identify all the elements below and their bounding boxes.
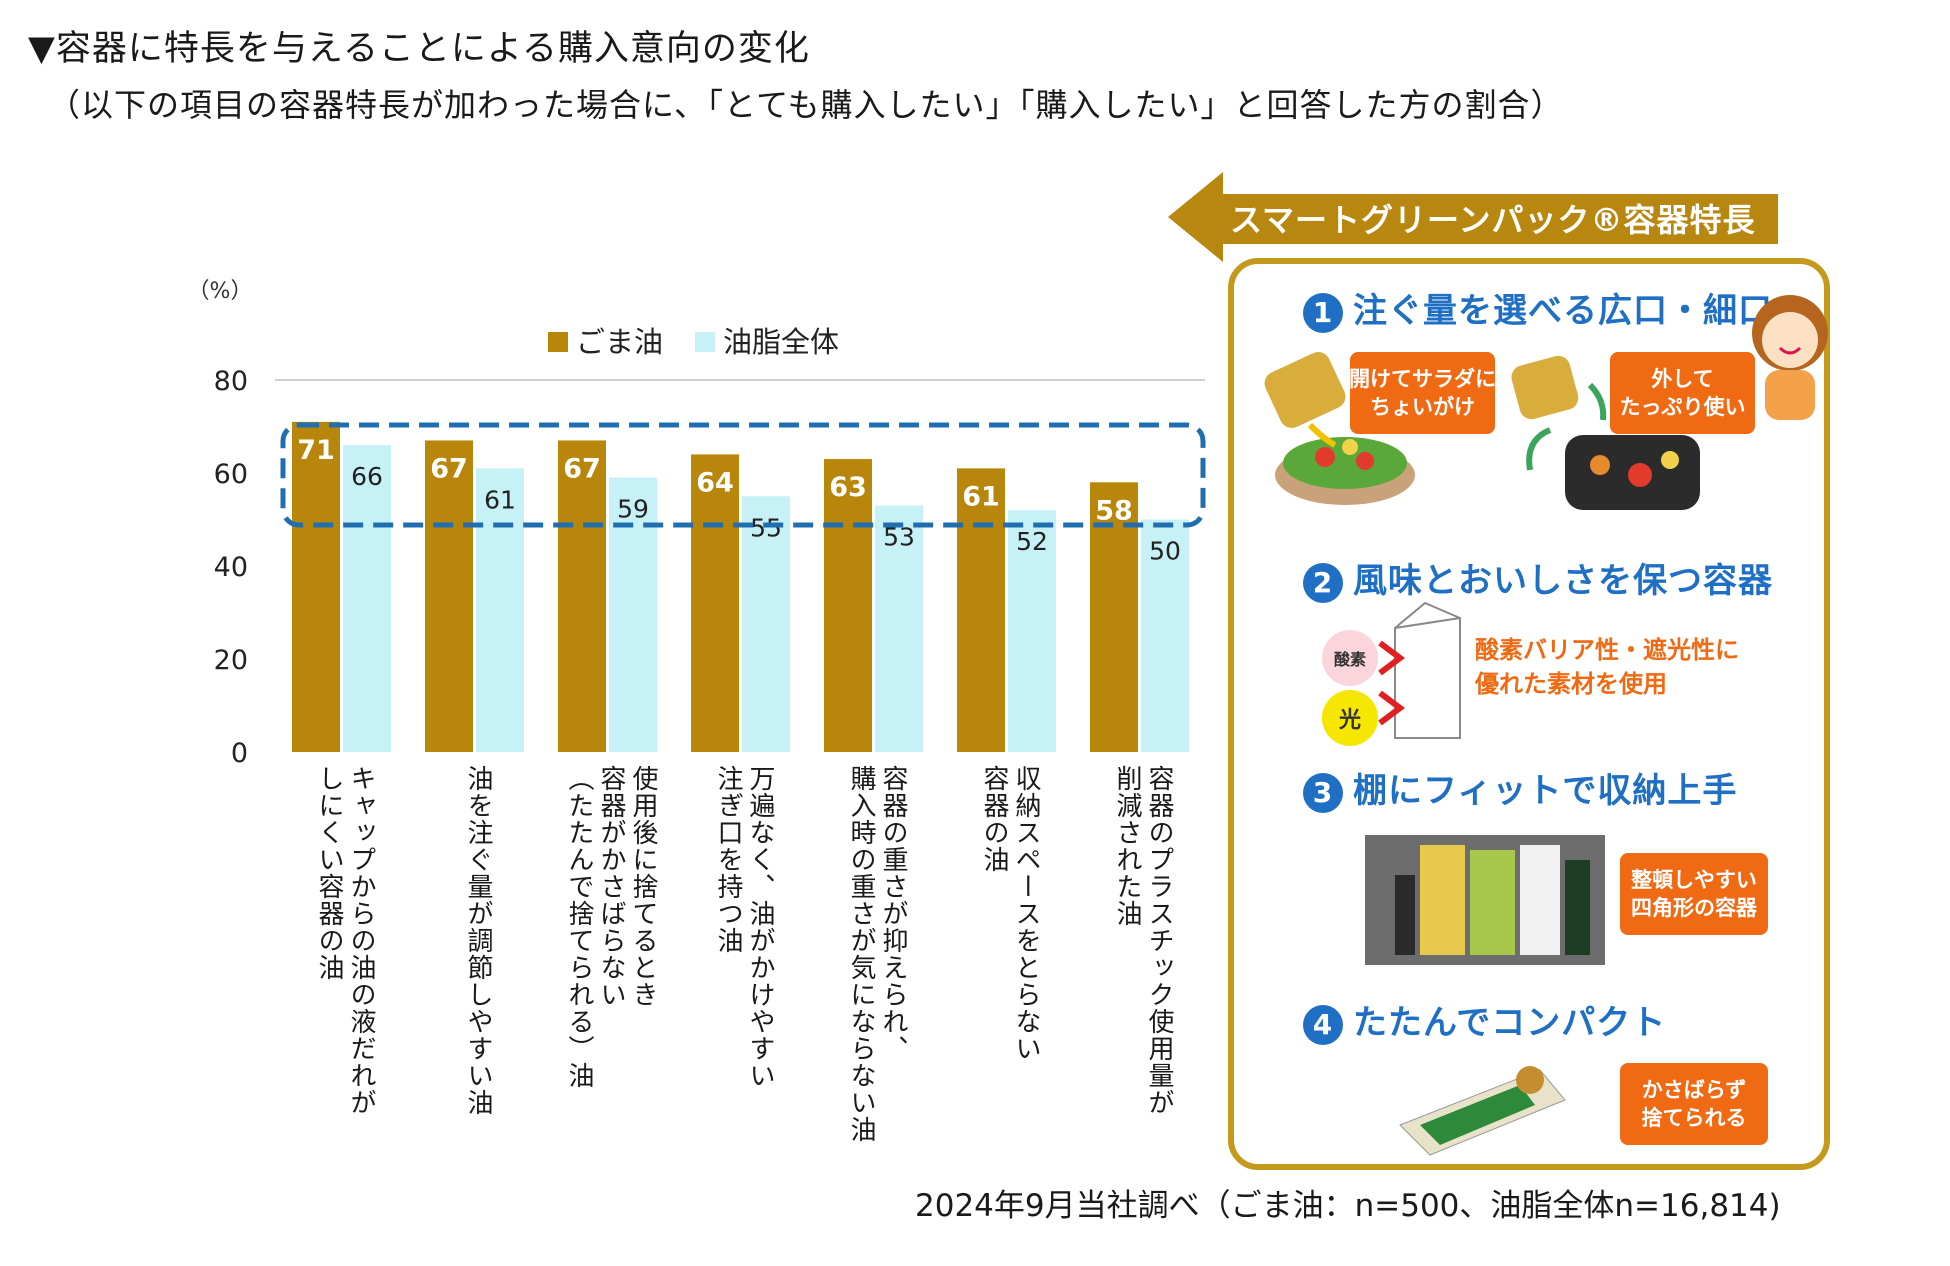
feature-2-title: 2 風味とおいしさを保つ容器 <box>1303 553 1773 603</box>
data-label-油脂全体-3: 55 <box>750 513 782 542</box>
category-label: 使用後に捨てるとき 容器がかさばらない （たたんで捨てられる）油 <box>564 765 658 1089</box>
legend-swatch-1 <box>695 332 715 352</box>
y-tick-label: 80 <box>214 366 248 397</box>
data-label-油脂全体-1: 61 <box>484 485 516 514</box>
feature-2-note: 酸素バリア性・遮光性に 優れた素材を使用 <box>1475 636 1739 698</box>
y-tick-label: 20 <box>214 645 248 676</box>
woman-avatar <box>1752 295 1828 420</box>
light-badge: 光 <box>1322 690 1378 746</box>
bar-油脂全体-3 <box>742 496 790 752</box>
category-label: 容器の重さが抑えられ、 購入時の重さが気にならない油 <box>846 765 908 1143</box>
feature-4-note: かさばらず 捨てられる <box>1620 1063 1768 1145</box>
legend-label-1: 油脂全体 <box>723 325 839 359</box>
feature-1-note-1: 開けてサラダに ちょいがけ <box>1349 352 1496 434</box>
bar-ごま油-0 <box>292 421 340 752</box>
data-label-ごま油-6: 58 <box>1095 495 1133 526</box>
banner-arrow <box>1168 172 1778 262</box>
feature-1-note-2: 外して たっぷり使い <box>1610 352 1755 434</box>
salad-cap-illustration <box>1264 351 1415 505</box>
data-label-油脂全体-2: 59 <box>617 495 649 524</box>
page-subtitle: （以下の項目の容器特長が加わった場合に、「とても購入したい」「購入したい」と回答… <box>48 86 1564 124</box>
survey-footnote: 2024年9月当社調べ（ごま油：n=500、油脂全体n=16,814) <box>915 1188 1781 1224</box>
bar-油脂全体-4 <box>875 505 923 752</box>
bar-油脂全体-0 <box>343 445 391 752</box>
category-label: キャップからの油の液だれが しにくい容器の油 <box>314 765 376 1116</box>
data-label-油脂全体-0: 66 <box>351 462 383 491</box>
category-label: 容器のプラスチック使用量が 削減された油 <box>1112 765 1174 1116</box>
feature-4-title: 4 たたんでコンパクト <box>1303 995 1666 1045</box>
data-label-ごま油-5: 61 <box>962 481 1000 512</box>
bar-油脂全体-5 <box>1008 510 1056 752</box>
feature-2-title-text: 風味とおいしさを保つ容器 <box>1353 561 1773 601</box>
feature-3-title-text: 棚にフィットで収納上手 <box>1353 771 1738 811</box>
highlight-box <box>280 422 1206 528</box>
bar-ごま油-1 <box>425 440 473 752</box>
feature-2-number: 2 <box>1303 562 1343 603</box>
bar-油脂全体-6 <box>1141 519 1189 752</box>
feature-3-title: 3 棚にフィットで収納上手 <box>1303 763 1737 813</box>
data-label-ごま油-1: 67 <box>430 453 468 484</box>
bar-油脂全体-1 <box>476 468 524 752</box>
category-label: 油を注ぐ量が調節しやすい油 <box>463 765 493 1116</box>
bar-ごま油-2 <box>558 440 606 752</box>
data-label-ごま油-2: 67 <box>563 453 601 484</box>
bar-ごま油-4 <box>824 459 872 752</box>
bar-ごま油-5 <box>957 468 1005 752</box>
bar-ごま油-3 <box>691 454 739 752</box>
feature-3-number: 3 <box>1303 772 1343 813</box>
data-label-油脂全体-6: 50 <box>1149 537 1181 566</box>
oxygen-badge: 酸素 <box>1322 630 1378 686</box>
legend-swatch-0 <box>548 332 568 352</box>
legend-label-0: ごま油 <box>576 325 663 359</box>
y-tick-label: 60 <box>214 459 248 490</box>
category-label: 万遍なく、油がかけやすい 注ぎ口を持つ油 <box>713 765 775 1089</box>
feature-1-number: 1 <box>1303 292 1343 333</box>
carton-illustration <box>1378 601 1461 739</box>
panel-banner-title: スマートグリーンパック®容器特長 <box>1230 201 1756 239</box>
feature-4-title-text: たたんでコンパクト <box>1353 1003 1667 1043</box>
folded-pack-illustration <box>1399 1066 1566 1156</box>
data-label-油脂全体-5: 52 <box>1016 527 1048 556</box>
feature-4-number: 4 <box>1303 1004 1343 1045</box>
shelf-photo <box>1365 835 1605 965</box>
data-label-ごま油-4: 63 <box>829 472 867 503</box>
y-tick-label: 0 <box>231 738 248 769</box>
feature-1-title: 1 注ぐ量を選べる広口・細口 <box>1303 283 1773 333</box>
feature-1-title-text: 注ぐ量を選べる広口・細口 <box>1353 291 1773 331</box>
data-label-ごま油-3: 64 <box>696 467 734 498</box>
feature-3-note: 整頓しやすい 四角形の容器 <box>1620 853 1768 935</box>
category-label: 収納スペースをとらない 容器の油 <box>979 765 1041 1062</box>
y-tick-label: 40 <box>214 552 248 583</box>
y-axis-unit: （%） <box>188 279 253 304</box>
pot-cap-illustration <box>1511 355 1700 510</box>
data-label-ごま油-0: 71 <box>297 435 335 466</box>
page-title: ▼容器に特長を与えることによる購入意向の変化 <box>28 29 810 69</box>
